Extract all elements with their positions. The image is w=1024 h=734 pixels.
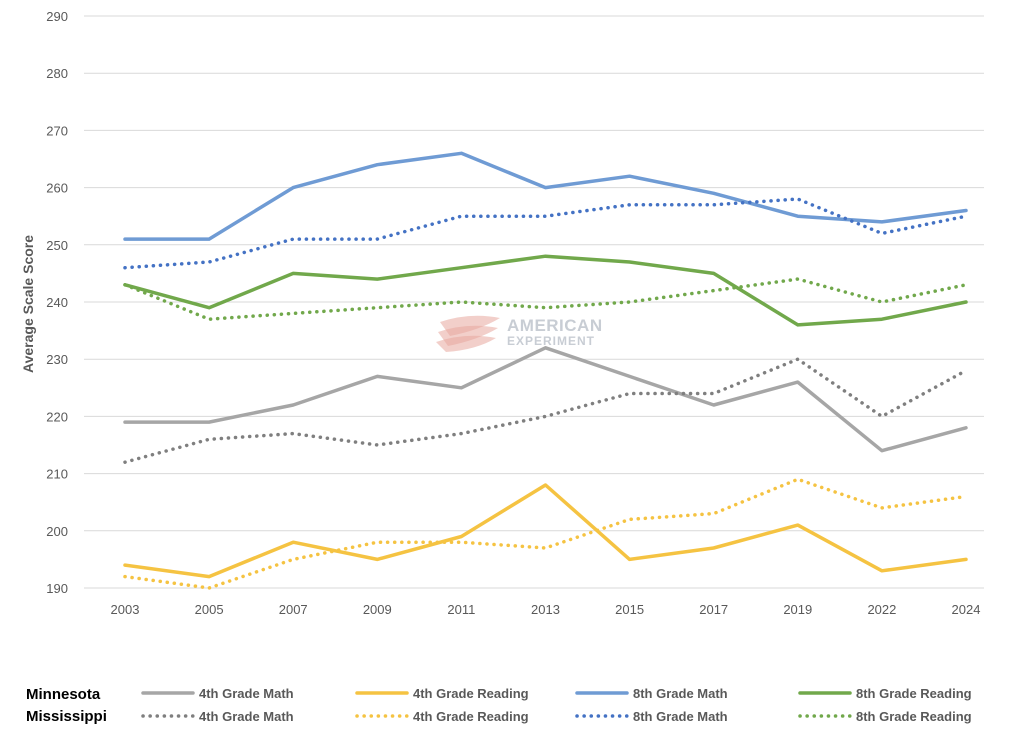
watermark-line1: AMERICAN — [507, 316, 603, 335]
y-axis-ticks: 190 200 210 220 230 240 250 260 270 280 290 — [46, 9, 68, 596]
x-tick-label: 2009 — [363, 602, 392, 617]
x-tick-label: 2017 — [699, 602, 728, 617]
legend-label: 4th Grade Math — [199, 686, 294, 701]
y-tick-label: 290 — [46, 9, 68, 24]
legend-label: 4th Grade Reading — [413, 686, 529, 701]
x-tick-label: 2011 — [447, 602, 475, 617]
x-tick-label: 2013 — [531, 602, 560, 617]
legend-label: 4th Grade Math — [199, 709, 294, 724]
y-tick-label: 210 — [46, 467, 68, 482]
legend-label: 4th Grade Reading — [413, 709, 529, 724]
x-tick-label: 2019 — [783, 602, 812, 617]
legend-group-mississippi: Mississippi — [26, 708, 107, 725]
y-tick-label: 200 — [46, 524, 68, 539]
watermark-line2: EXPERIMENT — [507, 334, 595, 348]
series-line-minnesota-8th-grade-math — [123, 151, 968, 241]
y-tick-label: 230 — [46, 352, 68, 367]
x-axis-ticks: 2003 2005 2007 2009 2011 2013 2015 2017 2019 2022… — [111, 602, 981, 617]
series-lines — [123, 151, 968, 590]
legend-label: 8th Grade Reading — [856, 709, 972, 724]
x-tick-label: 2007 — [279, 602, 308, 617]
series-line-mississippi-8th-grade-reading — [123, 277, 968, 321]
y-tick-label: 240 — [46, 295, 68, 310]
series-line-mississippi-4th-grade-reading — [123, 477, 968, 590]
legend-label: 8th Grade Reading — [856, 686, 972, 701]
series-line-minnesota-4th-grade-math — [123, 346, 968, 453]
y-tick-label: 190 — [46, 581, 68, 596]
legend-group-minnesota: Minnesota — [26, 686, 101, 703]
series-line-mississippi-8th-grade-math — [123, 197, 968, 270]
legend: Minnesota Mississippi 4th Grade Math 4th … — [26, 686, 972, 725]
y-axis-label: Average Scale Score — [20, 235, 36, 373]
series-line-minnesota-4th-grade-reading — [123, 483, 968, 579]
series-line-minnesota-8th-grade-reading — [123, 254, 968, 327]
x-tick-label: 2024 — [952, 602, 981, 617]
y-tick-label: 270 — [46, 123, 68, 138]
y-tick-label: 250 — [46, 238, 68, 253]
gridlines — [84, 15, 984, 589]
x-tick-label: 2015 — [615, 602, 644, 617]
legend-label: 8th Grade Math — [633, 709, 728, 724]
x-tick-label: 2022 — [867, 602, 896, 617]
x-tick-label: 2005 — [195, 602, 224, 617]
y-tick-label: 280 — [46, 66, 68, 81]
x-tick-label: 2003 — [111, 602, 140, 617]
series-line-mississippi-4th-grade-math — [123, 357, 968, 464]
watermark-logo: AMERICAN EXPERIMENT — [436, 315, 603, 352]
legend-label: 8th Grade Math — [633, 686, 728, 701]
y-tick-label: 260 — [46, 181, 68, 196]
y-tick-label: 220 — [46, 409, 68, 424]
flag-icon — [436, 315, 500, 352]
